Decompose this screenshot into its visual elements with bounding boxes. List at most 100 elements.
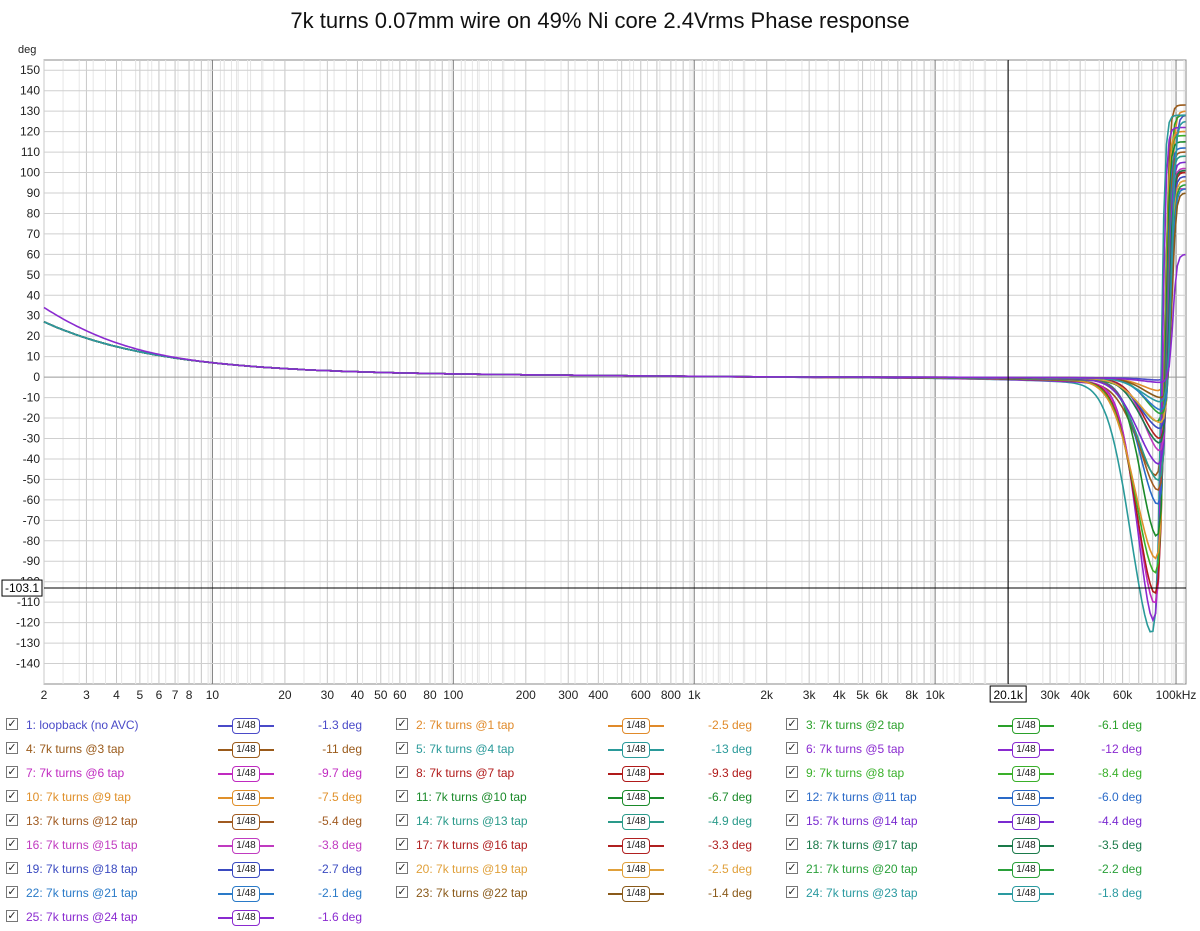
legend-item[interactable]: ✓ 9: 7k turns @8 tap 1/48 -8.4 deg [786,764,1166,784]
legend-item[interactable]: ✓ 14: 7k turns @13 tap 1/48 -4.9 deg [396,812,776,832]
legend-item[interactable]: ✓ 3: 7k turns @2 tap 1/48 -6.1 deg [786,716,1166,736]
legend-item[interactable]: ✓ 13: 7k turns @12 tap 1/48 -5.4 deg [6,812,386,832]
legend-item[interactable]: ✓ 20: 7k turns @19 tap 1/48 -2.5 deg [396,860,776,880]
legend-checkbox[interactable]: ✓ [6,838,18,850]
legend-item[interactable]: ✓ 21: 7k turns @20 tap 1/48 -2.2 deg [786,860,1166,880]
legend-checkbox[interactable]: ✓ [396,790,408,802]
smoothing-button[interactable]: 1/48 [232,742,260,758]
legend-item[interactable]: ✓ 10: 7k turns @9 tap 1/48 -7.5 deg [6,788,386,808]
smoothing-button[interactable]: 1/48 [622,718,650,734]
smoothing-button[interactable]: 1/48 [622,790,650,806]
legend-item[interactable]: ✓ 15: 7k turns @14 tap 1/48 -4.4 deg [786,812,1166,832]
smoothing-button[interactable]: 1/48 [232,814,260,830]
legend-checkbox[interactable]: ✓ [396,742,408,754]
legend-cursor-value: -2.1 deg [317,886,362,900]
legend-item[interactable]: ✓ 25: 7k turns @24 tap 1/48 -1.6 deg [6,908,386,928]
y-tick-label: 70 [27,227,41,241]
smoothing-button[interactable]: 1/48 [1012,814,1040,830]
legend-series-name: 24: 7k turns @23 tap [806,886,918,900]
y-tick-label: 20 [27,329,41,343]
smoothing-button[interactable]: 1/48 [622,886,650,902]
legend-item[interactable]: ✓ 22: 7k turns @21 tap 1/48 -2.1 deg [6,884,386,904]
legend-checkbox[interactable]: ✓ [396,862,408,874]
phase-chart[interactable]: 1501401301201101009080706050403020100-10… [0,0,1200,712]
legend-item[interactable]: ✓ 7: 7k turns @6 tap 1/48 -9.7 deg [6,764,386,784]
legend-series-name: 12: 7k turns @11 tap [806,790,917,804]
legend-series-name: 7: 7k turns @6 tap [26,766,125,780]
legend-checkbox[interactable]: ✓ [396,718,408,730]
smoothing-button[interactable]: 1/48 [232,910,260,926]
legend-checkbox[interactable]: ✓ [6,790,18,802]
legend-cursor-value: -1.4 deg [707,886,752,900]
chart-title: 7k turns 0.07mm wire on 49% Ni core 2.4V… [290,8,910,33]
smoothing-button[interactable]: 1/48 [232,886,260,902]
legend-checkbox[interactable]: ✓ [6,910,18,922]
legend-checkbox[interactable]: ✓ [6,766,18,778]
legend-item[interactable]: ✓ 5: 7k turns @4 tap 1/48 -13 deg [396,740,776,760]
legend-item[interactable]: ✓ 4: 7k turns @3 tap 1/48 -11 deg [6,740,386,760]
legend-item[interactable]: ✓ 11: 7k turns @10 tap 1/48 -6.7 deg [396,788,776,808]
legend-checkbox[interactable]: ✓ [6,886,18,898]
series-curves [43,104,1186,633]
legend-series-name: 23: 7k turns @22 tap [416,886,528,900]
legend-checkbox[interactable]: ✓ [786,790,798,802]
legend-checkbox[interactable]: ✓ [6,718,18,730]
smoothing-button[interactable]: 1/48 [232,766,260,782]
smoothing-button[interactable]: 1/48 [232,790,260,806]
legend-item[interactable]: ✓ 12: 7k turns @11 tap 1/48 -6.0 deg [786,788,1166,808]
smoothing-button[interactable]: 1/48 [1012,886,1040,902]
smoothing-button[interactable]: 1/48 [232,838,260,854]
smoothing-button[interactable]: 1/48 [622,766,650,782]
smoothing-button[interactable]: 1/48 [1012,742,1040,758]
x-tick-label: 3 [83,688,90,702]
smoothing-button[interactable]: 1/48 [622,862,650,878]
smoothing-button[interactable]: 1/48 [232,862,260,878]
legend-checkbox[interactable]: ✓ [786,886,798,898]
smoothing-button[interactable]: 1/48 [1012,718,1040,734]
x-tick-label: 3k [803,688,817,702]
smoothing-button[interactable]: 1/48 [232,718,260,734]
legend-item[interactable]: ✓ 24: 7k turns @23 tap 1/48 -1.8 deg [786,884,1166,904]
smoothing-button[interactable]: 1/48 [1012,790,1040,806]
x-tick-label: 1k [688,688,702,702]
legend-series-name: 16: 7k turns @15 tap [26,838,138,852]
legend-cursor-value: -1.8 deg [1097,886,1142,900]
smoothing-button[interactable]: 1/48 [1012,766,1040,782]
x-tick-label: 30k [1040,688,1060,702]
y-tick-label: 50 [27,268,41,282]
smoothing-button[interactable]: 1/48 [622,742,650,758]
smoothing-button[interactable]: 1/48 [1012,862,1040,878]
legend-checkbox[interactable]: ✓ [786,838,798,850]
legend-checkbox[interactable]: ✓ [786,766,798,778]
legend-checkbox[interactable]: ✓ [786,862,798,874]
x-tick-label: 2 [41,688,48,702]
legend-item[interactable]: ✓ 17: 7k turns @16 tap 1/48 -3.3 deg [396,836,776,856]
y-tick-label: -60 [23,493,41,507]
y-tick-label: 110 [21,145,40,159]
smoothing-button[interactable]: 1/48 [622,814,650,830]
legend-checkbox[interactable]: ✓ [6,742,18,754]
legend-item[interactable]: ✓ 1: loopback (no AVC) 1/48 -1.3 deg [6,716,386,736]
legend-item[interactable]: ✓ 2: 7k turns @1 tap 1/48 -2.5 deg [396,716,776,736]
axes: 1501401301201101009080706050403020100-10… [1,60,1196,703]
cursor-x-box [989,685,1027,703]
legend-checkbox[interactable]: ✓ [6,862,18,874]
legend-checkbox[interactable]: ✓ [6,814,18,826]
legend-series-name: 14: 7k turns @13 tap [416,814,528,828]
legend-item[interactable]: ✓ 6: 7k turns @5 tap 1/48 -12 deg [786,740,1166,760]
legend-item[interactable]: ✓ 23: 7k turns @22 tap 1/48 -1.4 deg [396,884,776,904]
legend-checkbox[interactable]: ✓ [396,814,408,826]
legend-checkbox[interactable]: ✓ [396,766,408,778]
legend-checkbox[interactable]: ✓ [396,886,408,898]
legend-item[interactable]: ✓ 19: 7k turns @18 tap 1/48 -2.7 deg [6,860,386,880]
legend-item[interactable]: ✓ 18: 7k turns @17 tap 1/48 -3.5 deg [786,836,1166,856]
smoothing-button[interactable]: 1/48 [1012,838,1040,854]
legend-checkbox[interactable]: ✓ [786,814,798,826]
legend-item[interactable]: ✓ 8: 7k turns @7 tap 1/48 -9.3 deg [396,764,776,784]
y-tick-label: -70 [23,513,41,527]
legend-checkbox[interactable]: ✓ [786,742,798,754]
legend-checkbox[interactable]: ✓ [786,718,798,730]
legend-checkbox[interactable]: ✓ [396,838,408,850]
legend-item[interactable]: ✓ 16: 7k turns @15 tap 1/48 -3.8 deg [6,836,386,856]
smoothing-button[interactable]: 1/48 [622,838,650,854]
